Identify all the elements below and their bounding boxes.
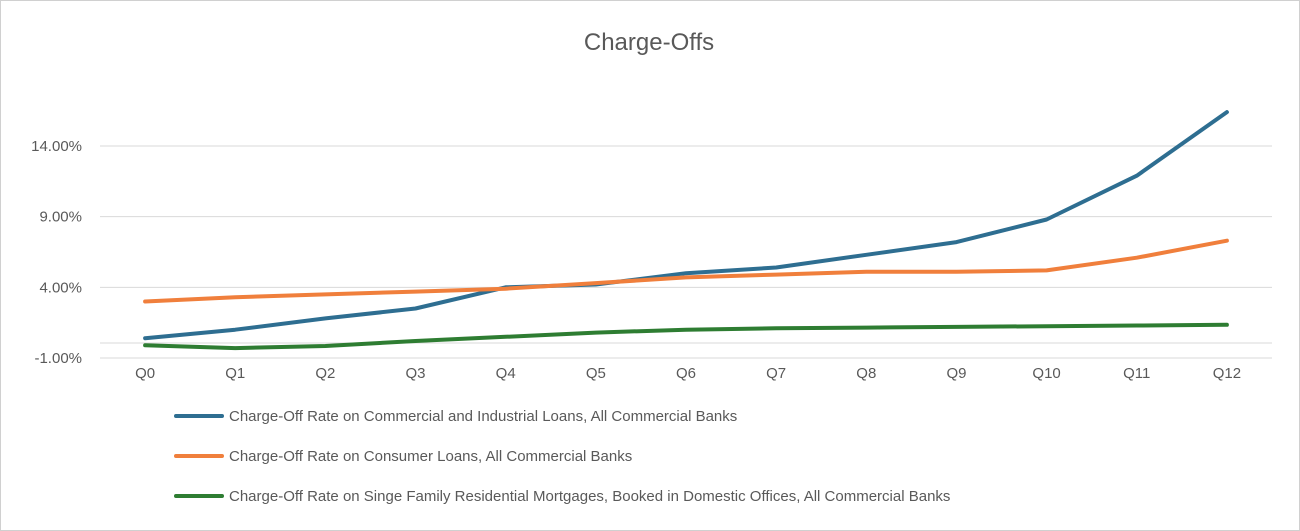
y-tick-label: -1.00% bbox=[34, 350, 82, 367]
legend-label-3: Charge-Off Rate on Singe Family Resident… bbox=[229, 488, 950, 505]
x-tick-label: Q4 bbox=[496, 365, 516, 382]
y-axis-labels: -1.00% 4.00% 9.00% 14.00% bbox=[31, 138, 82, 367]
legend-label-1: Charge-Off Rate on Commercial and Indust… bbox=[229, 408, 737, 425]
x-tick-label: Q0 bbox=[135, 365, 155, 382]
x-tick-label: Q7 bbox=[766, 365, 786, 382]
x-tick-label: Q2 bbox=[315, 365, 335, 382]
y-tick-label: 4.00% bbox=[39, 279, 82, 296]
x-tick-label: Q3 bbox=[406, 365, 426, 382]
x-tick-label: Q11 bbox=[1123, 365, 1150, 382]
chart-title: Charge-Offs bbox=[584, 29, 714, 56]
x-tick-label: Q5 bbox=[586, 365, 606, 382]
y-tick-label: 9.00% bbox=[39, 209, 82, 226]
x-tick-label: Q8 bbox=[856, 365, 876, 382]
x-axis-labels: Q0 Q1 Q2 Q3 Q4 Q5 Q6 Q7 Q8 Q9 Q10 Q11 Q12 bbox=[135, 365, 1241, 382]
series-lines bbox=[145, 112, 1227, 348]
y-tick-label: 14.00% bbox=[31, 138, 82, 155]
x-tick-label: Q9 bbox=[946, 365, 966, 382]
legend: Charge-Off Rate on Commercial and Indust… bbox=[176, 408, 950, 505]
series-line-2 bbox=[145, 241, 1227, 302]
x-tick-label: Q6 bbox=[676, 365, 696, 382]
series-line-3 bbox=[145, 325, 1227, 348]
x-tick-label: Q10 bbox=[1032, 365, 1060, 382]
x-tick-label: Q12 bbox=[1213, 365, 1241, 382]
legend-label-2: Charge-Off Rate on Consumer Loans, All C… bbox=[229, 448, 632, 465]
line-chart: Charge-Offs -1.00%4.00%9.00%14.00% Q0 Q1 Q… bbox=[0, 0, 1300, 531]
x-tick-label: Q1 bbox=[225, 365, 245, 382]
